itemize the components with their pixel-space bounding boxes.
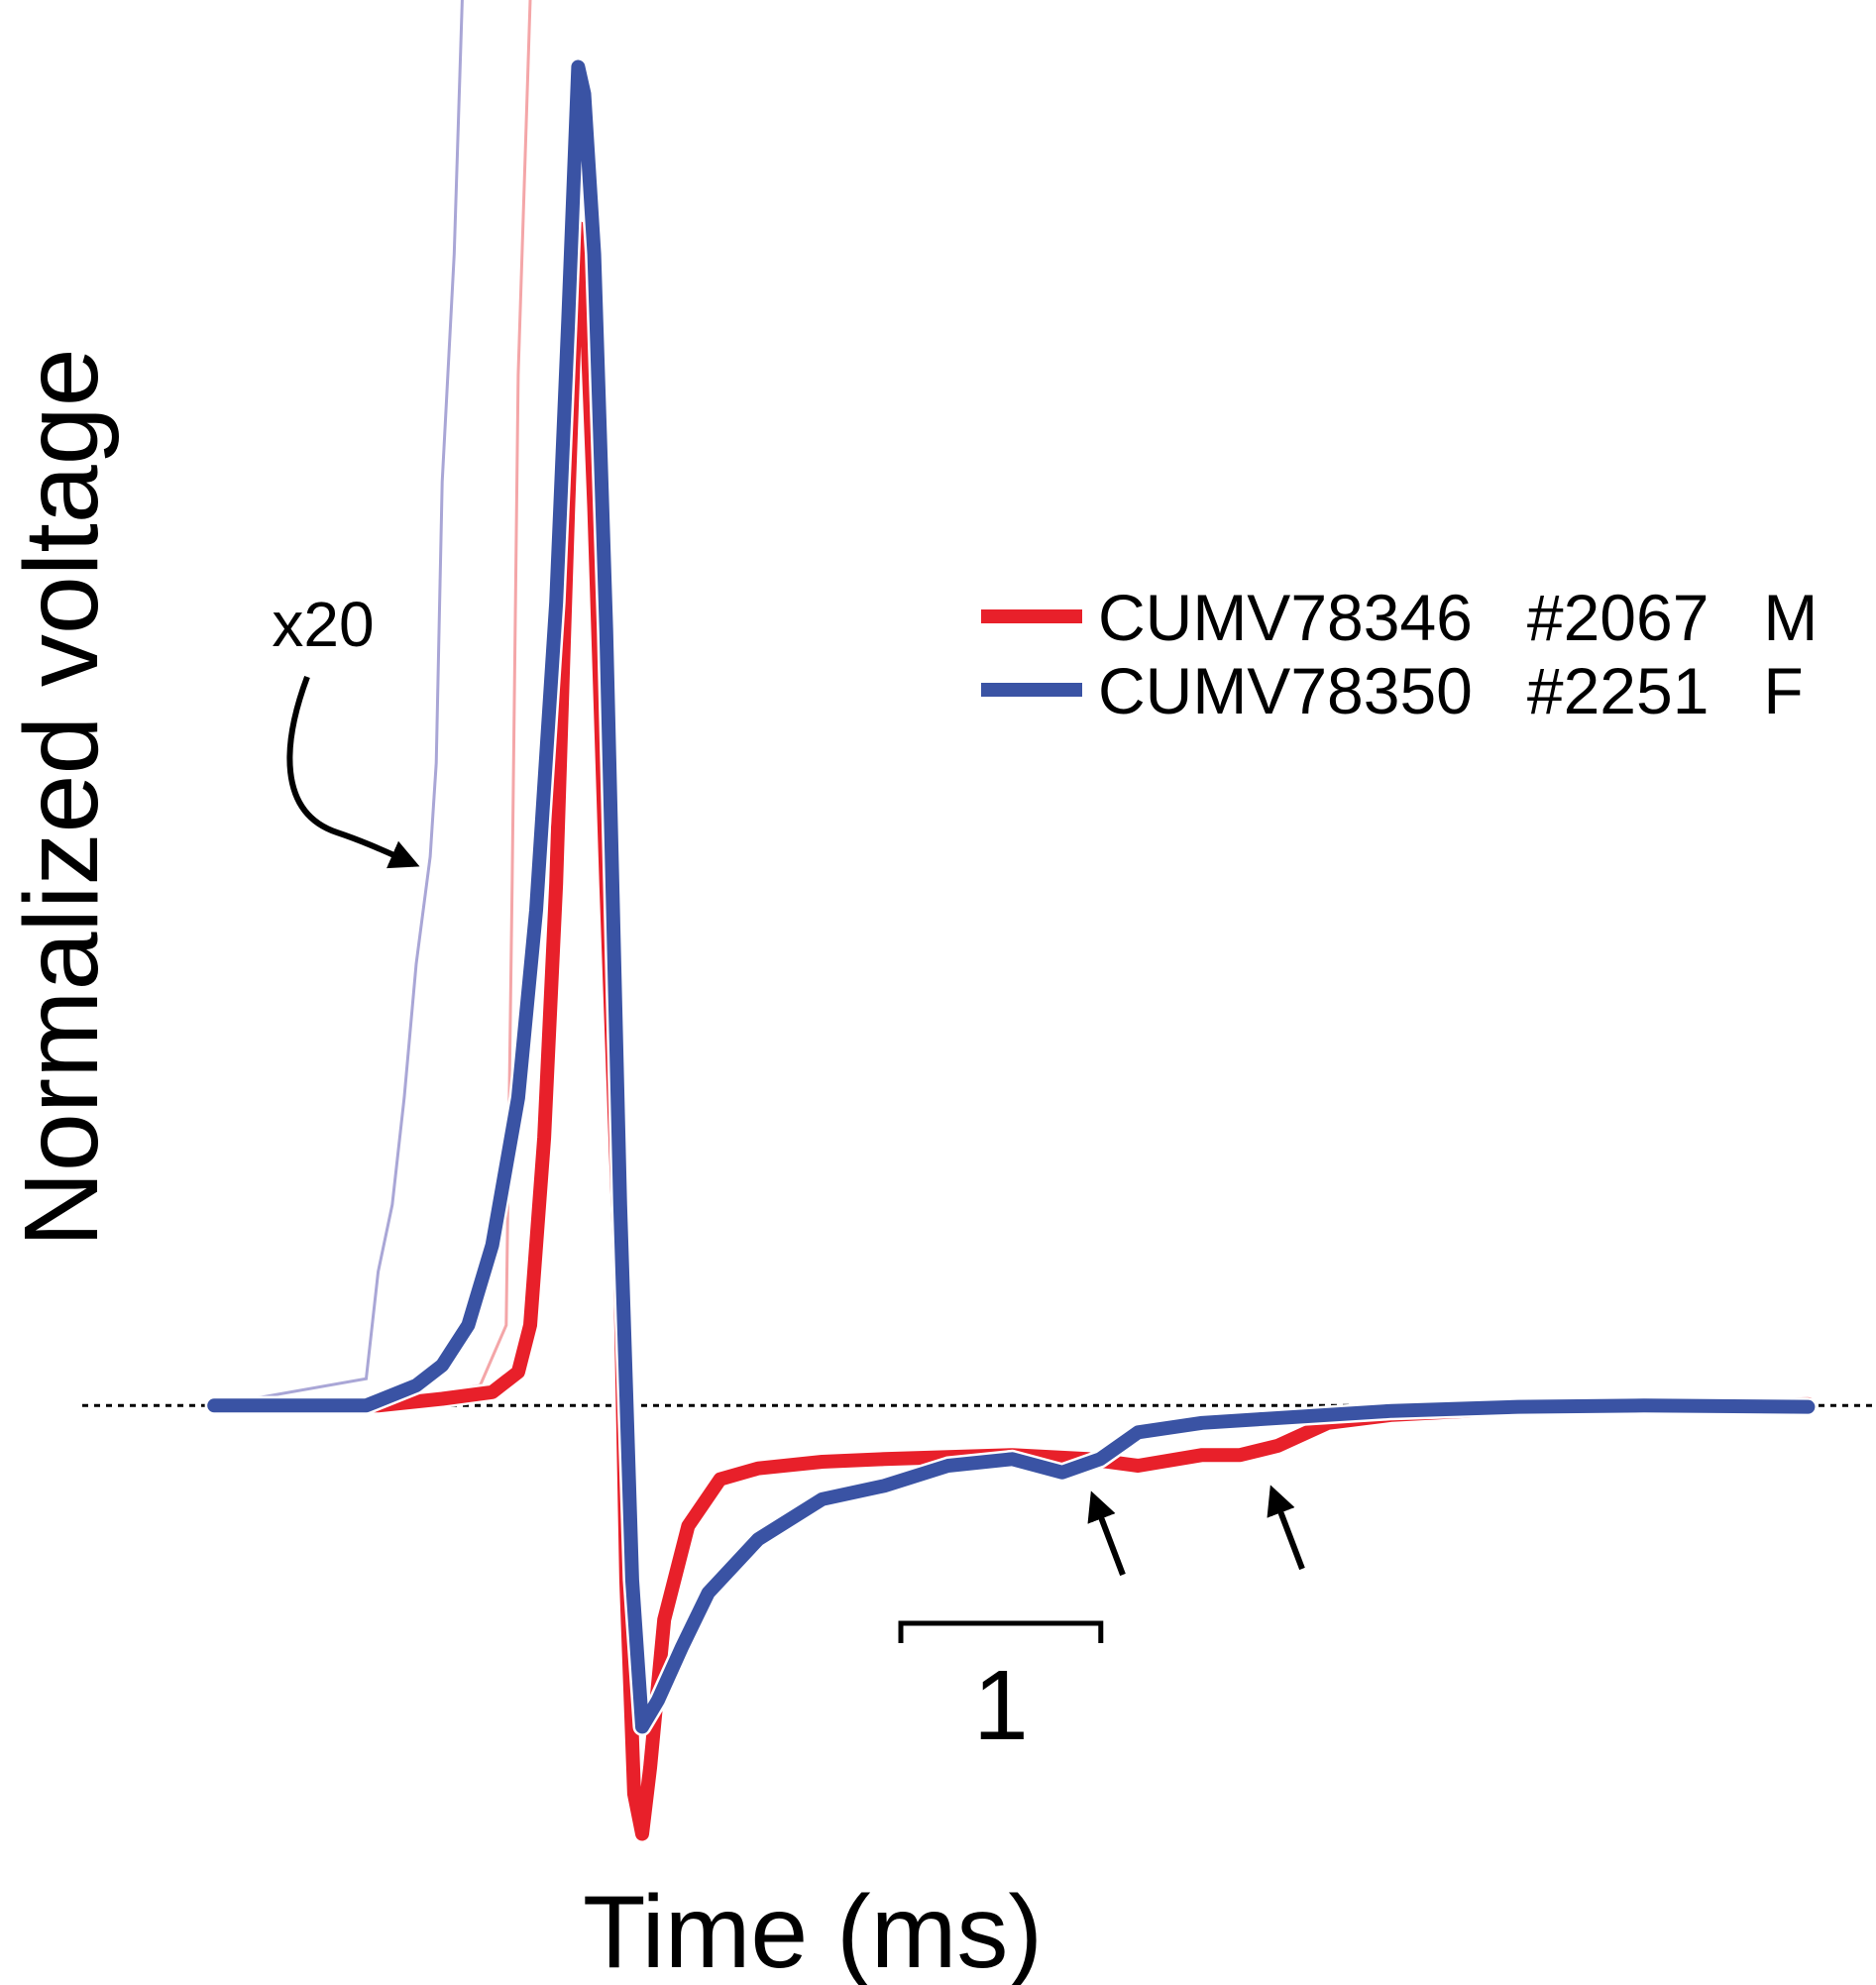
scale-bar-label: 1 [973, 1650, 1029, 1761]
x-axis-label: Time (ms) [583, 1875, 1043, 1985]
scale-bar [898, 1620, 1104, 1643]
trace-outline [204, 57, 1818, 1736]
amplified-trace [213, 0, 464, 1407]
trace-outline [204, 218, 1818, 1843]
trace [207, 59, 1816, 1734]
trace [207, 220, 1816, 1841]
annotation: x20 [272, 589, 374, 660]
arrow [1267, 1485, 1305, 1571]
arrow [286, 675, 420, 869]
arrow [1087, 1490, 1126, 1577]
legend-label: CUMV78350 #2251 F [1098, 654, 1804, 727]
y-axis-label: Normalized voltage [3, 348, 120, 1247]
amplified-trace [214, 0, 532, 1407]
legend-label: CUMV78346 #2067 M [1098, 581, 1818, 654]
